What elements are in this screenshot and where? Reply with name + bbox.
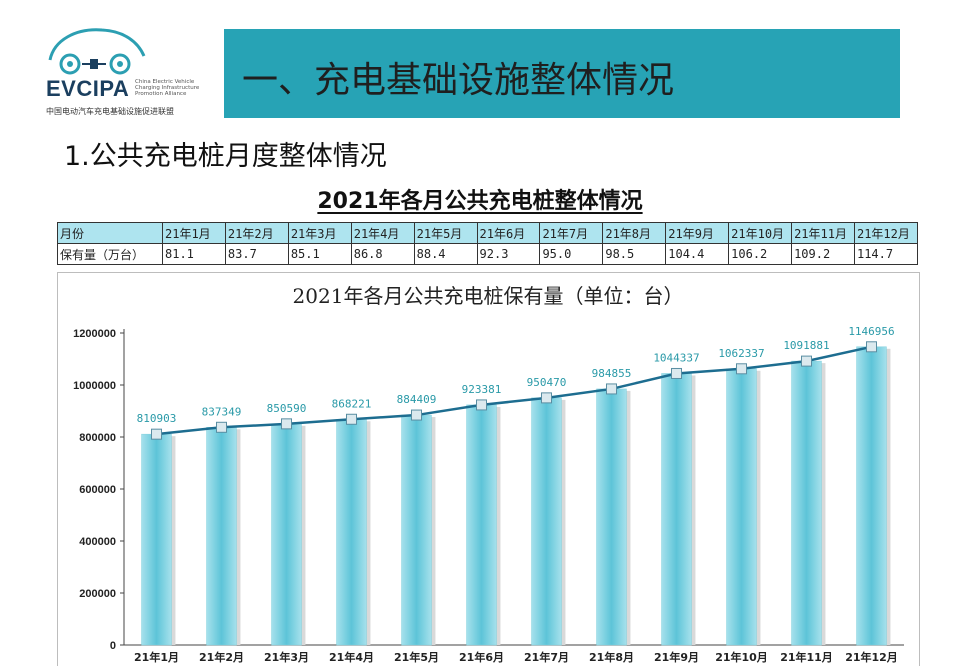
table-month-cell: 21年6月 (476, 222, 541, 244)
x-tick-label: 21年2月 (199, 650, 244, 664)
x-tick-label: 21年7月 (524, 650, 569, 664)
title-banner: 一、充电基础设施整体情况 (224, 29, 900, 118)
bar (856, 346, 887, 646)
y-tick-label: 400000 (79, 536, 116, 548)
table-value-cell: 109.2 (791, 243, 855, 265)
x-tick-label: 21年8月 (589, 650, 634, 664)
table-value-cell: 95.0 (539, 243, 604, 265)
data-label: 1044337 (653, 351, 699, 364)
table-month-cell: 21年10月 (728, 222, 793, 244)
line-marker (606, 383, 617, 395)
line-marker (541, 392, 552, 404)
y-tick-label: 0 (110, 640, 116, 652)
table-value-cell: 106.2 (728, 243, 793, 265)
table-value-cell: 98.5 (602, 243, 667, 265)
table-value-cell: 92.3 (476, 243, 541, 265)
table-value-cell: 104.4 (665, 243, 730, 265)
bar (661, 373, 692, 646)
line-marker (346, 413, 357, 425)
line-marker (866, 341, 877, 353)
bar (791, 360, 822, 646)
x-tick-label: 21年9月 (654, 650, 699, 664)
data-label: 950470 (527, 376, 567, 389)
bar (531, 397, 562, 646)
x-tick-label: 21年3月 (264, 650, 309, 664)
section-title: 1.公共充电桩月度整体情况 (64, 141, 387, 172)
table-value-cell: 81.1 (162, 243, 226, 265)
bar (596, 388, 627, 646)
table-month-cell: 21年8月 (602, 222, 667, 244)
x-tick-label: 21年11月 (780, 650, 833, 664)
chart-title: 2021年各月公共充电桩保有量（单位：台） (293, 284, 684, 308)
logo-chinese-name: 中国电动汽车充电基础设施促进联盟 (46, 107, 174, 116)
bar (726, 368, 757, 646)
table-value-row: 保有量（万台） 81.1 83.7 85.1 86.8 88.4 92.3 95.0 98.5… (57, 243, 919, 265)
bar-line-chart: 2021年各月公共充电桩保有量（单位：台） 0 200000 400000 60000… (73, 284, 904, 664)
table-month-cell: 21年12月 (853, 222, 919, 244)
table-value-cell: 83.7 (224, 243, 289, 265)
y-tick-label: 200000 (79, 588, 116, 600)
car-plug-icon (48, 28, 146, 75)
line-marker (476, 399, 487, 411)
table-header-row: 月份 21年1月 21年2月 21年3月 21年4月 21年5月 21年6月 21年7月 21… (57, 222, 919, 244)
data-label: 810903 (137, 412, 177, 425)
data-label: 984855 (592, 367, 632, 380)
data-label: 923381 (462, 383, 502, 396)
x-tick-label: 21年5月 (394, 650, 439, 664)
logo-wordmark: EVCIPA (46, 76, 130, 101)
table-month-cell: 21年4月 (350, 222, 415, 244)
table-month-cell: 21年2月 (224, 222, 289, 244)
table-title: 2021年各月公共充电桩整体情况 (0, 183, 960, 215)
x-tick-label: 21年1月 (134, 650, 179, 664)
table-month-cell: 21年11月 (791, 222, 855, 244)
x-tick-label: 21年6月 (459, 650, 504, 664)
y-tick-label: 800000 (79, 432, 116, 444)
chart-panel: 2021年各月公共充电桩保有量（单位：台） 0 200000 400000 60000… (57, 272, 920, 666)
line-marker (801, 355, 812, 367)
logo-english-name: China Electric Vehicle Charging Infrastr… (135, 79, 200, 97)
y-tick-label: 600000 (79, 484, 116, 496)
x-tick-label: 21年10月 (715, 650, 768, 664)
table-title-text: 2021年各月公共充电桩整体情况 (317, 189, 643, 214)
bar (141, 433, 172, 646)
line-marker (671, 367, 682, 379)
series-line (156, 345, 872, 436)
data-label: 837349 (202, 405, 242, 418)
line-marker (216, 421, 227, 433)
data-label: 1091881 (783, 339, 829, 352)
data-label: 850590 (267, 402, 307, 415)
y-tick-label: 1200000 (73, 328, 116, 340)
table-value-cell: 85.1 (287, 243, 352, 265)
table-value-cell: 86.8 (350, 243, 415, 265)
data-label: 868221 (332, 397, 372, 410)
monthly-data-table: 月份 21年1月 21年2月 21年3月 21年4月 21年5月 21年6月 21年7月 21… (57, 222, 919, 265)
x-tick-label: 21年12月 (845, 650, 898, 664)
banner-title: 一、充电基础设施整体情况 (242, 60, 675, 101)
header-label-cell: 月份 (57, 222, 163, 244)
line-marker (281, 418, 292, 430)
bar (206, 427, 237, 646)
bar (336, 419, 367, 646)
bar (401, 414, 432, 646)
table-month-cell: 21年7月 (539, 222, 604, 244)
table-month-cell: 21年1月 (162, 222, 226, 244)
data-label: 1062337 (718, 347, 764, 360)
data-label: 1146956 (848, 325, 894, 338)
table-month-cell: 21年9月 (665, 222, 730, 244)
bar (466, 404, 497, 646)
line-marker (736, 363, 747, 375)
x-tick-label: 21年4月 (329, 650, 374, 664)
line-marker (411, 409, 422, 421)
line-marker (151, 428, 162, 440)
row-label-cell: 保有量（万台） (57, 243, 163, 265)
table-month-cell: 21年5月 (413, 222, 478, 244)
table-month-cell: 21年3月 (287, 222, 352, 244)
data-label: 884409 (397, 393, 437, 406)
table-value-cell: 114.7 (853, 243, 919, 265)
evcipa-logo: EVCIPA China Electric Vehicle Charging I… (40, 22, 210, 122)
y-tick-label: 1000000 (73, 380, 116, 392)
bar (271, 423, 302, 646)
table-value-cell: 88.4 (413, 243, 478, 265)
